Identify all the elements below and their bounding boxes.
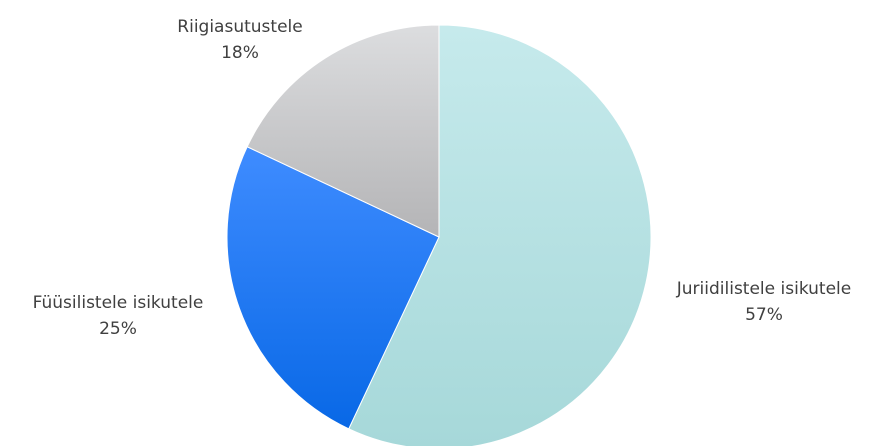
slice-label-riigiasutustele: Riigiasutustele 18% (160, 14, 320, 66)
slice-label-percent: 25% (99, 319, 137, 339)
slice-label-percent: 57% (745, 305, 783, 325)
slice-label-fuusilistele-isikutele: Füüsilistele isikutele 25% (6, 290, 230, 342)
slice-label-percent: 18% (221, 43, 259, 63)
pie-slice-f-silistele-isikutele (226, 146, 440, 430)
slice-label-name: Riigiasutustele (177, 17, 303, 37)
slice-label-name: Füüsilistele isikutele (32, 293, 204, 313)
slice-label-name: Juriidilistele isikutele (676, 279, 852, 299)
pie-slices (226, 24, 652, 446)
pie-slice-juriidilistele-isikutele (348, 24, 652, 446)
pie-slice-riigiasutustele (246, 24, 440, 238)
slice-label-juriidilistele-isikutele: Juriidilistele isikutele 57% (654, 276, 874, 328)
